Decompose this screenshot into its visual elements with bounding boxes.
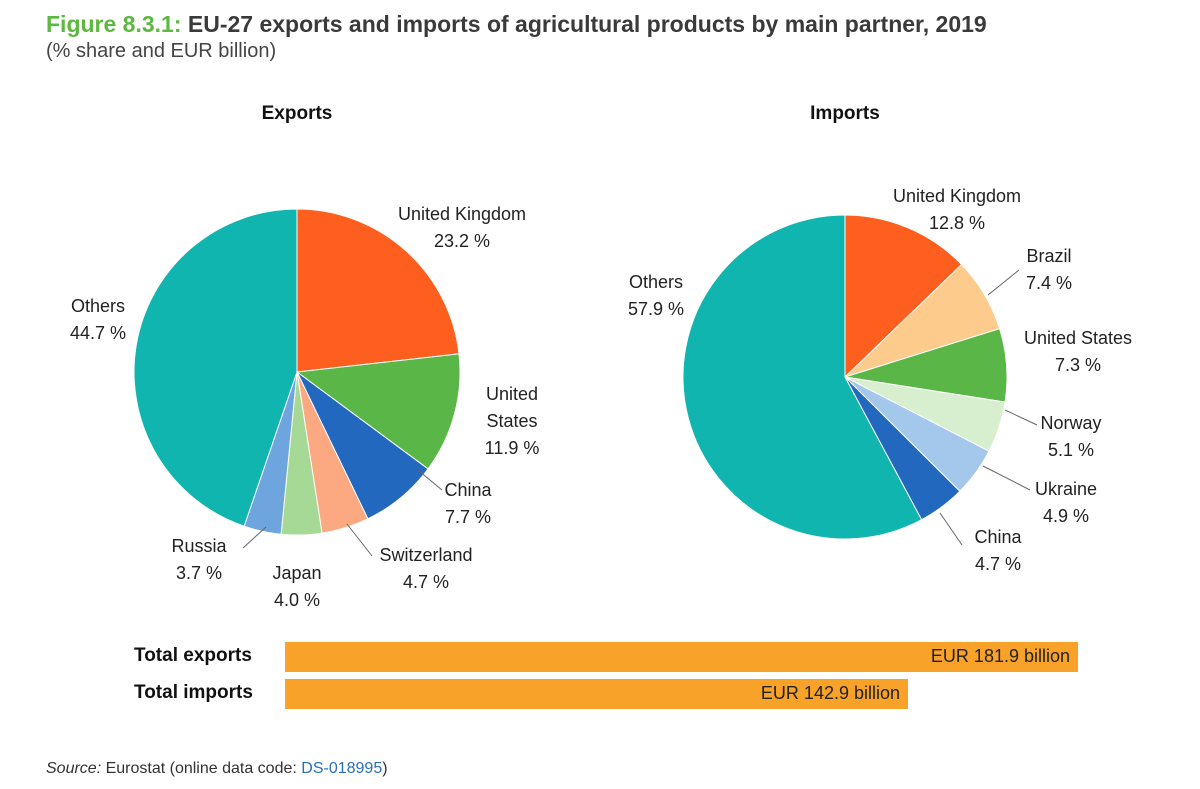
imports-pie [682,214,1008,540]
exports-label-united-kingdom: United Kingdom 23.2 % [398,204,526,251]
exports-labels: United Kingdom 23.2 % United States 11.9 % Ch… [70,204,539,610]
exports-pie-title: Exports [262,103,333,124]
bar-label-total-imports: Total imports [134,682,253,703]
source-note: Source: Eurostat (online data code: DS-0… [46,760,388,778]
pie-charts: Exports United Kingdom 23.2 % United States… [70,103,1132,610]
imports-leader-line-norway [1004,409,1038,426]
figure-title: Figure 8.3.1: EU-27 exports and imports … [46,10,987,38]
exports-label-switzerland: Switzerland 4.7 % [379,545,472,592]
bar-label-total-exports: Total exports [134,645,252,666]
exports-leader-line-russia [242,526,267,549]
imports-slice-united-kingdom [844,214,963,379]
imports-leader-line-china [939,512,963,546]
title-block: Figure 8.3.1: EU-27 exports and imports … [46,10,987,63]
imports-leader-line-ukraine [982,465,1031,491]
exports-label-russia: Russia 3.7 % [171,536,227,583]
source-data-code-link[interactable]: DS-018995 [301,760,383,777]
imports-label-china: China 4.7 % [974,527,1022,574]
exports-slice-others [133,208,298,527]
exports-slice-united-kingdom [296,208,460,373]
imports-label-united-states: United States 7.3 % [1024,328,1132,375]
imports-label-ukraine: Ukraine 4.9 % [1035,479,1097,526]
figure-subtitle: (% share and EUR billion) [46,40,277,62]
figure-title-text: EU-27 exports and imports of agricultura… [187,11,987,37]
bar-value-total-exports: EUR 181.9 billion [930,646,1070,666]
figure-number: Figure 8.3.1: [46,11,182,37]
imports-pie-title: Imports [810,103,880,124]
exports-leader-line-switzerland [346,523,373,557]
source-label: Source: [46,760,102,777]
imports-label-norway: Norway 5.1 % [1040,413,1101,460]
imports-labels: United Kingdom 12.8 %Brazil 7.4 % United St… [628,186,1132,574]
exports-label-others: Others 44.7 % [70,296,126,343]
source-text: Eurostat (online data code: [101,760,302,777]
imports-label-others: Others 57.9 % [628,272,684,319]
bar-value-total-imports: EUR 142.9 billion [760,683,900,703]
exports-label-china: China 7.7 % [444,480,492,527]
exports-slice-united-states [295,353,461,470]
exports-label-japan: Japan 4.0 % [272,563,321,610]
source-close: ) [382,760,388,777]
bar-total-imports: EUR 142.9 billion [285,679,908,709]
imports-label-brazil: Brazil 7.4 % [1026,246,1072,293]
bar-total-exports: EUR 181.9 billion [285,642,1078,672]
imports-label-united-kingdom: United Kingdom 12.8 % [893,186,1021,233]
exports-leader-line-china [417,469,443,491]
exports-label-united-states: United States 11.9 % [485,384,540,458]
imports-leader-line-brazil [987,269,1020,296]
imports-slice-others [682,214,923,540]
exports-pie [133,208,461,536]
